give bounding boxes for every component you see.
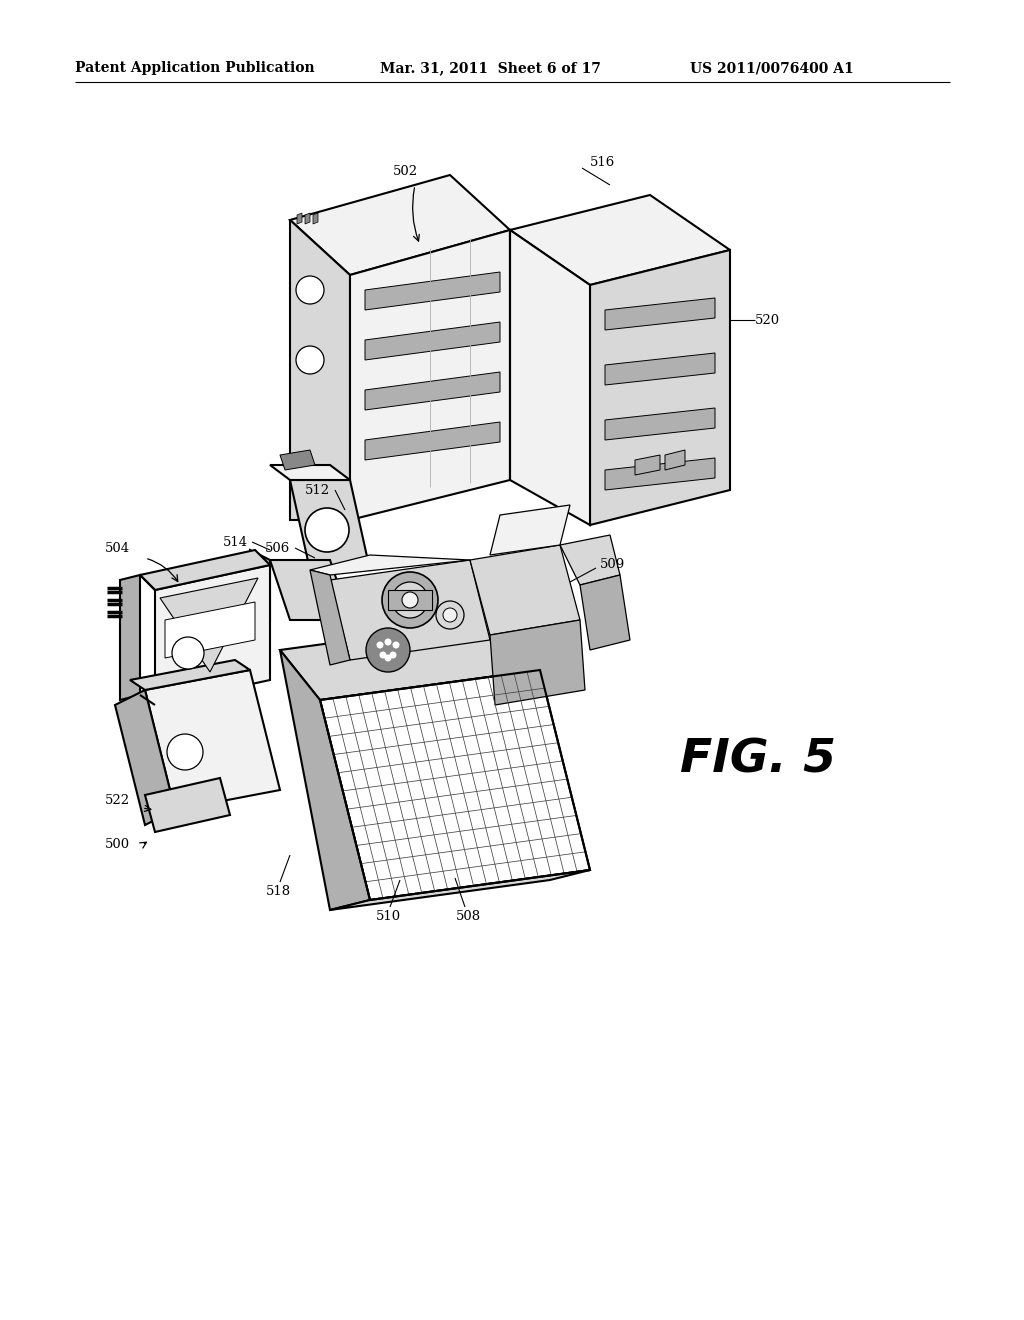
Polygon shape — [590, 249, 730, 525]
Polygon shape — [319, 671, 590, 900]
Polygon shape — [250, 550, 270, 620]
Text: 514: 514 — [223, 536, 248, 549]
Polygon shape — [290, 220, 350, 520]
Circle shape — [436, 601, 464, 630]
Text: 502: 502 — [392, 165, 418, 178]
Circle shape — [392, 642, 399, 648]
Polygon shape — [140, 550, 270, 590]
Polygon shape — [330, 560, 490, 660]
Circle shape — [296, 276, 324, 304]
Circle shape — [384, 655, 391, 661]
Circle shape — [305, 508, 349, 552]
Polygon shape — [510, 195, 730, 285]
Polygon shape — [605, 408, 715, 440]
Polygon shape — [130, 660, 250, 690]
Circle shape — [380, 652, 386, 659]
Polygon shape — [665, 450, 685, 470]
Polygon shape — [388, 590, 432, 610]
Circle shape — [392, 582, 428, 618]
Circle shape — [382, 572, 438, 628]
Text: 500: 500 — [104, 838, 130, 851]
Text: 520: 520 — [755, 314, 780, 326]
Polygon shape — [365, 322, 500, 360]
Circle shape — [384, 639, 391, 645]
Text: 504: 504 — [104, 541, 130, 554]
Polygon shape — [310, 570, 350, 665]
Polygon shape — [470, 545, 580, 635]
Polygon shape — [280, 450, 315, 470]
Polygon shape — [305, 213, 310, 224]
Text: 518: 518 — [265, 884, 291, 898]
Polygon shape — [290, 480, 370, 570]
Polygon shape — [313, 213, 318, 224]
Polygon shape — [290, 176, 510, 275]
Polygon shape — [280, 620, 540, 700]
Circle shape — [366, 628, 410, 672]
Polygon shape — [350, 230, 510, 520]
Text: 506: 506 — [265, 541, 290, 554]
Polygon shape — [155, 565, 270, 705]
Polygon shape — [635, 455, 660, 475]
Polygon shape — [145, 777, 230, 832]
Polygon shape — [297, 213, 302, 224]
Polygon shape — [160, 578, 258, 672]
Text: 510: 510 — [376, 909, 400, 923]
Text: US 2011/0076400 A1: US 2011/0076400 A1 — [690, 61, 854, 75]
Polygon shape — [560, 535, 620, 585]
Polygon shape — [310, 554, 470, 576]
Circle shape — [172, 638, 204, 669]
Polygon shape — [115, 690, 175, 825]
Circle shape — [377, 642, 384, 648]
Circle shape — [443, 609, 457, 622]
Polygon shape — [365, 272, 500, 310]
Polygon shape — [280, 649, 370, 909]
Polygon shape — [605, 458, 715, 490]
Polygon shape — [605, 298, 715, 330]
Circle shape — [296, 346, 324, 374]
Polygon shape — [490, 620, 585, 705]
Polygon shape — [120, 576, 140, 700]
Polygon shape — [270, 560, 350, 620]
Polygon shape — [490, 506, 570, 554]
Polygon shape — [165, 602, 255, 657]
Polygon shape — [605, 352, 715, 385]
Polygon shape — [365, 422, 500, 459]
Text: 522: 522 — [104, 793, 130, 807]
Polygon shape — [510, 230, 590, 525]
Text: Mar. 31, 2011  Sheet 6 of 17: Mar. 31, 2011 Sheet 6 of 17 — [380, 61, 601, 75]
Circle shape — [167, 734, 203, 770]
Polygon shape — [330, 870, 590, 909]
Polygon shape — [365, 372, 500, 411]
Circle shape — [402, 591, 418, 609]
Polygon shape — [580, 576, 630, 649]
Text: 508: 508 — [456, 909, 480, 923]
Text: 516: 516 — [590, 157, 615, 169]
Circle shape — [389, 652, 396, 659]
Text: Patent Application Publication: Patent Application Publication — [75, 61, 314, 75]
Text: FIG. 5: FIG. 5 — [680, 738, 836, 783]
Text: 512: 512 — [305, 483, 330, 496]
Polygon shape — [270, 465, 350, 480]
Text: 509: 509 — [600, 558, 626, 572]
Polygon shape — [145, 671, 280, 810]
